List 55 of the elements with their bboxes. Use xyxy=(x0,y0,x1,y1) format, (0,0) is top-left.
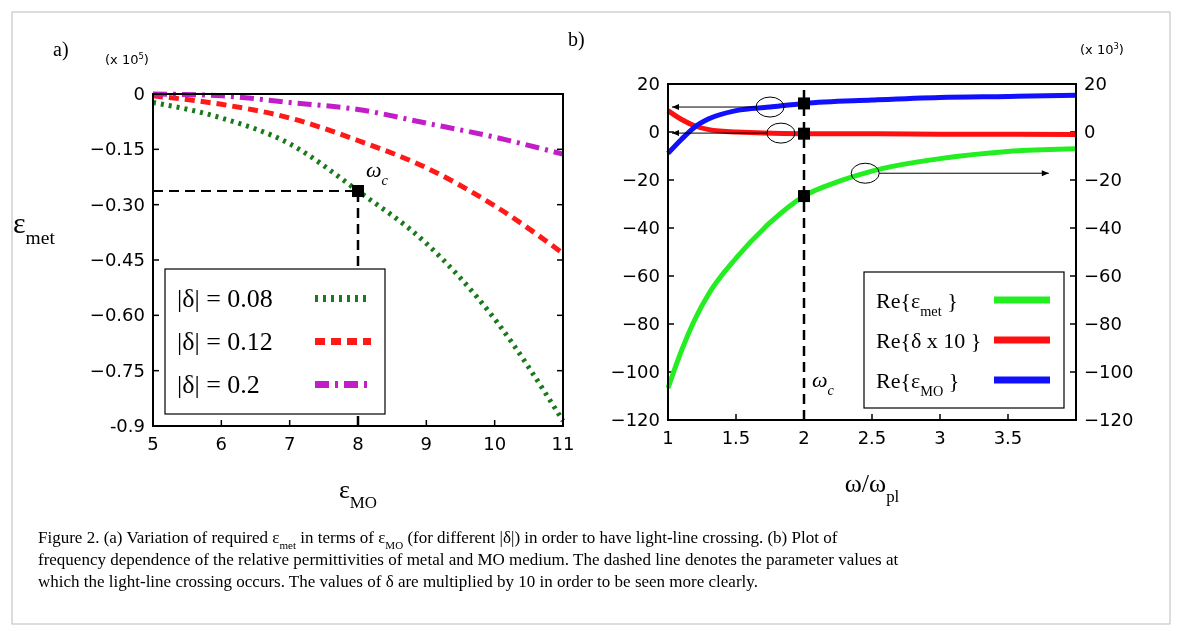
y-tick-label: 0 xyxy=(133,83,145,104)
x-axis-title: ω/ω$_{pl}$ xyxy=(844,469,900,506)
y-tick-label: −0.60 xyxy=(89,304,145,326)
y2-tick-label: −20 xyxy=(1084,169,1122,190)
legend-label: Re{δ x 10 } xyxy=(876,328,982,353)
y-tick-label: −80 xyxy=(622,313,660,334)
x-tick-label: 7 xyxy=(283,433,296,454)
caption: Figure 2. (a) Variation of required ε$_{met}$ in terms of ε$_{MO}$ (for different |δ|) in order to have light-line crossing. (b) Plot of frequency dependence of the relative permittivities of metal and MO medium. The dashed line denotes the parameter values at which the light-line crossing occurs. The values of δ are multiplied by 10 in order to be seen more clearly. xyxy=(38,528,899,591)
x-tick-label: 1 xyxy=(662,427,674,448)
x-tick-label: 3 xyxy=(934,427,946,448)
x-tick-label: 5 xyxy=(147,433,159,454)
y2-tick-label: 20 xyxy=(1084,73,1107,94)
x-tick-label: 10 xyxy=(483,433,507,454)
y2-tick-label: −80 xyxy=(1084,313,1122,334)
annotation: ω$_{c}$ xyxy=(366,157,389,189)
y-tick-label: −0.30 xyxy=(89,193,145,215)
x-tick-label: 2.5 xyxy=(857,427,887,448)
point xyxy=(798,97,810,110)
legend-label: Re{ε$_{MO}$ } xyxy=(876,368,960,399)
y-tick-label: −100 xyxy=(610,361,660,382)
y2-tick-label: −40 xyxy=(1084,217,1122,238)
annotation: ω$_{c}$ xyxy=(812,366,835,398)
x-axis-title: ε$_{MO}$ xyxy=(338,475,378,512)
point xyxy=(798,127,810,140)
y-tick-label: −120 xyxy=(610,409,660,430)
legend-label: |δ| = 0.2 xyxy=(177,370,260,400)
y-tick-label: 20 xyxy=(637,73,660,94)
text: (x 10$^{3}$) xyxy=(1080,41,1124,57)
y-tick-label: −0.15 xyxy=(89,138,145,160)
legend-label: |δ| = 0.12 xyxy=(177,327,273,357)
x-tick-label: 9 xyxy=(420,433,433,454)
legend-label: |δ| = 0.08 xyxy=(177,284,273,314)
y2-tick-label: 0 xyxy=(1084,121,1096,142)
x-tick-label: 3.5 xyxy=(993,427,1023,448)
y-tick-label: −60 xyxy=(622,265,660,286)
y-tick-label: 0 xyxy=(648,121,660,142)
y2-tick-label: −120 xyxy=(1084,409,1134,430)
x-tick-label: 6 xyxy=(215,433,228,454)
y-tick-label: −0.45 xyxy=(89,249,145,270)
y-tick-label: −40 xyxy=(622,217,660,238)
y2-tick-label: −100 xyxy=(1084,361,1134,382)
y-tick-label: -0.9 xyxy=(109,415,145,436)
y2-tick-label: −60 xyxy=(1084,265,1122,286)
y-axis-title: ε$_{met}$ xyxy=(13,206,56,248)
y-tick-label: −20 xyxy=(622,169,660,190)
chart-title: b) xyxy=(568,28,585,51)
x-tick-label: 8 xyxy=(352,433,364,454)
text: (x 10$^{5}$) xyxy=(105,51,149,67)
y-tick-label: −0.75 xyxy=(89,359,145,381)
x-tick-label: 2 xyxy=(798,427,810,448)
x-tick-label: 1.5 xyxy=(721,427,751,448)
x-tick-label: 11 xyxy=(551,433,575,454)
legend-label: Re{ε$_{met}$ } xyxy=(876,288,958,319)
point xyxy=(798,190,810,203)
chart-title: a) xyxy=(53,38,69,61)
